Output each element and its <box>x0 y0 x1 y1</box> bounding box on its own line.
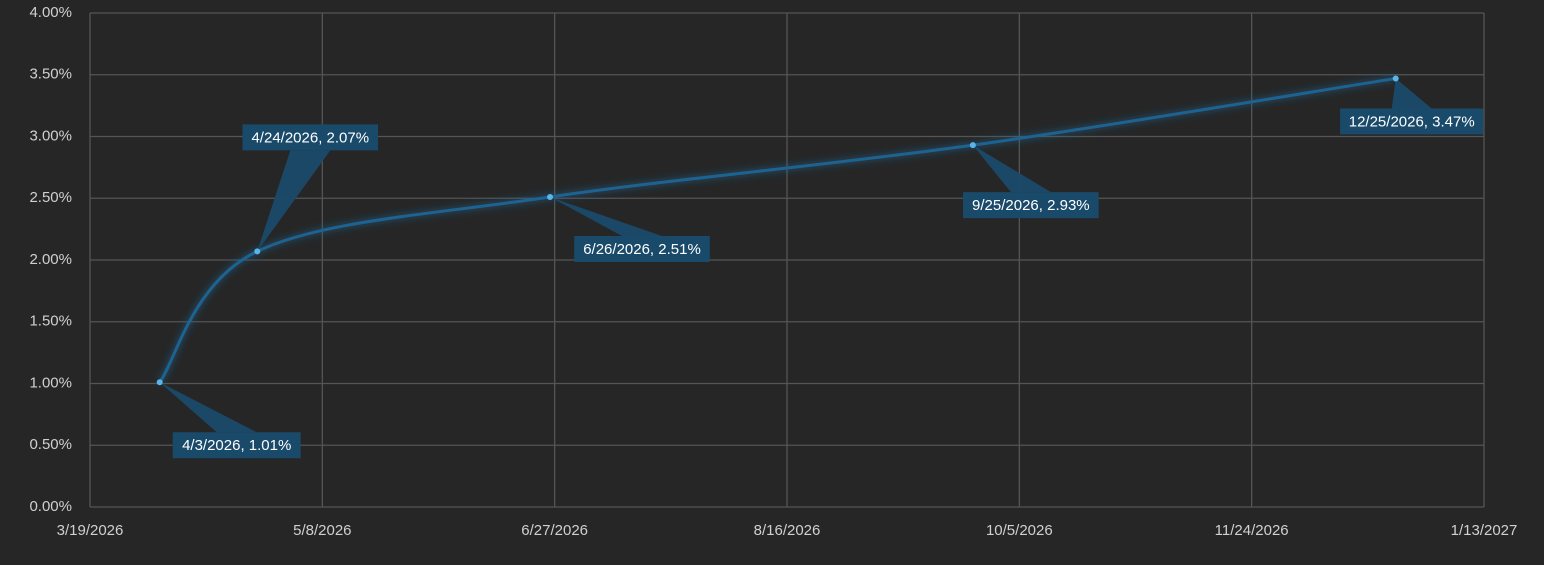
data-label: 12/25/2026, 3.47% <box>1349 113 1475 130</box>
data-callout: 6/26/2026, 2.51% <box>550 197 710 263</box>
callout-pointer <box>972 145 1051 193</box>
y-tick-label: 2.00% <box>29 251 72 268</box>
y-tick-label: 0.50% <box>29 436 72 453</box>
x-tick-label: 6/27/2026 <box>521 522 588 539</box>
data-callout: 4/3/2026, 1.01% <box>159 382 301 459</box>
callout-box <box>963 192 1099 219</box>
x-tick-label: 1/13/2027 <box>1451 522 1518 539</box>
x-tick-label: 5/8/2026 <box>293 522 351 539</box>
data-label: 4/3/2026, 1.01% <box>182 437 291 454</box>
x-tick-label: 11/24/2026 <box>1215 522 1289 539</box>
data-callout: 9/25/2026, 2.93% <box>963 145 1099 219</box>
y-tick-label: 3.00% <box>29 127 72 144</box>
data-label: 4/24/2026, 2.07% <box>251 129 369 146</box>
callout-pointer <box>550 197 663 237</box>
callout-pointer <box>159 382 257 433</box>
data-point <box>969 142 976 149</box>
callout-box <box>172 432 301 459</box>
data-callout: 4/24/2026, 2.07% <box>242 124 379 252</box>
callout-box <box>574 236 710 263</box>
data-label: 6/26/2026, 2.51% <box>583 241 701 258</box>
series-line <box>158 76 1396 384</box>
callout-pointer <box>257 150 331 252</box>
y-tick-label: 2.50% <box>29 189 72 206</box>
x-tick-label: 3/19/2026 <box>57 522 124 539</box>
data-point <box>156 379 163 386</box>
callout-box <box>242 124 379 151</box>
y-tick-label: 3.50% <box>29 66 72 83</box>
data-point <box>1392 75 1399 82</box>
data-point <box>547 194 554 201</box>
x-tick-label: 8/16/2026 <box>754 522 821 539</box>
callout-box <box>1340 108 1484 135</box>
y-tick-label: 4.00% <box>29 4 72 21</box>
data-point <box>254 248 261 255</box>
data-label: 9/25/2026, 2.93% <box>972 197 1090 214</box>
y-tick-label: 1.00% <box>29 374 72 391</box>
y-tick-label: 0.00% <box>29 498 72 515</box>
callout-pointer <box>1391 78 1432 109</box>
data-callout: 12/25/2026, 3.47% <box>1340 78 1484 135</box>
x-tick-label: 10/5/2026 <box>986 522 1053 539</box>
y-tick-label: 1.50% <box>29 313 72 330</box>
